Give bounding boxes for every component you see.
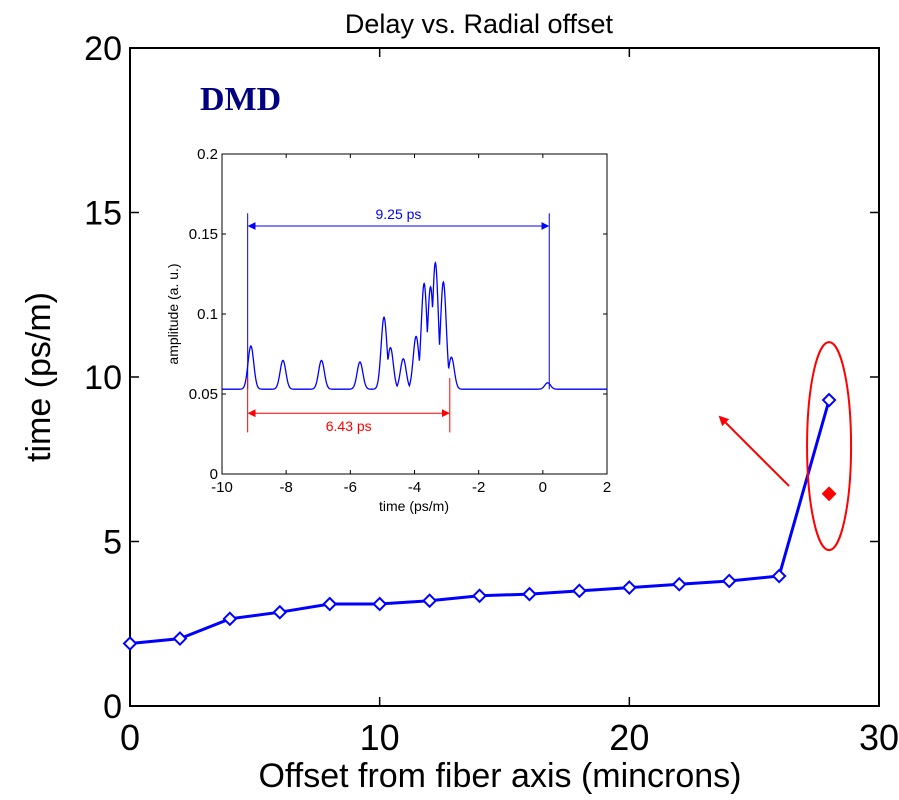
main-data-point [322,596,338,612]
inset-x-axis-label: time (ps/m) [379,498,449,514]
inset-x-tick-label: -6 [344,479,357,496]
inset-measurements: 9.25 ps 6.43 ps [247,206,550,434]
main-chart-title: Delay vs. Radial offset [345,9,614,39]
main-data-point [571,583,587,599]
main-x-tick-label: 30 [859,717,899,758]
inset-x-tick-label: 2 [603,479,611,496]
measure-label: 6.43 ps [326,418,372,434]
main-data-point [821,486,837,502]
main-x-tick-label: 0 [120,717,140,758]
inset-y-tick-label: 0.2 [197,146,218,163]
inset-x-tick-label: -8 [279,479,292,496]
measure-label: 9.25 ps [375,206,421,222]
inset-y-tick-label: 0.05 [189,386,218,403]
main-data-point [272,604,288,620]
main-data-point [472,588,487,604]
pointer-arrow [718,415,790,487]
main-x-tick-label: 10 [360,717,400,758]
main-data-point [671,576,687,592]
main-data-point [422,593,438,609]
inset-y-tick-label: 0.1 [197,306,218,323]
main-data-point [821,392,837,408]
inset-series-layer [222,261,607,390]
inset-x-tick-label: 0 [539,479,547,496]
inset-y-tick-label: 0 [210,466,218,483]
inset-x-tick-label: -4 [408,479,421,496]
main-y-axis-label: time (ps/m) [20,292,58,462]
inset-signal-line [222,261,607,390]
main-y-tick-label: 20 [84,30,122,68]
main-data-point [621,580,637,595]
main-y-tick-label: 10 [84,359,122,397]
main-data-point [222,611,238,627]
main-data-point [122,636,138,651]
inset-ticks: -10 -8 -6 -4 -2 0 2 0 0.05 0.1 0.15 0.2 [189,146,611,496]
main-data-point [771,568,787,584]
main-y-tick-label: 5 [103,524,122,562]
main-data-point [522,586,537,602]
inset-y-axis-label: amplitude (a. u.) [165,263,181,364]
main-y-tick-label: 15 [84,195,122,233]
dmd-label: DMD [200,81,281,118]
inset-plot-frame [221,153,608,475]
main-series-layer [122,392,837,651]
inset-x-tick-label: -2 [472,479,485,496]
main-annotations [718,341,853,552]
main-data-point [721,573,737,589]
main-y-tick-label: 0 [103,688,122,726]
main-data-point [372,596,388,612]
inset-x-tick-label: -10 [211,479,233,496]
highlight-ellipse [806,341,853,552]
main-x-axis-label: Offset from fiber axis (mincrons) [258,757,741,795]
main-x-tick-label: 20 [609,717,649,758]
main-data-point [172,631,188,646]
inset-y-tick-label: 0.15 [189,226,218,243]
